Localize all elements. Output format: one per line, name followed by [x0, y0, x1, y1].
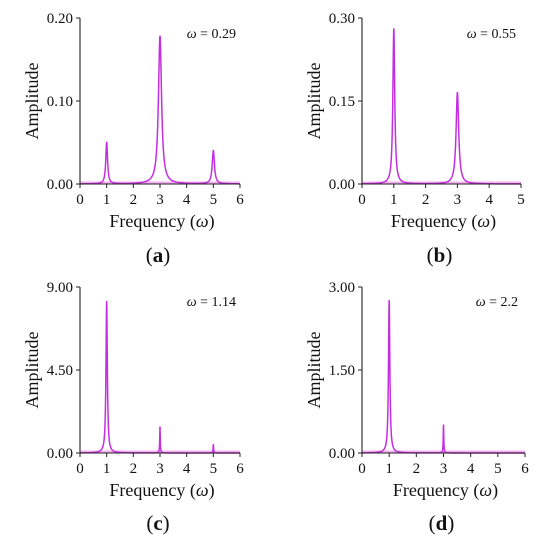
x-tick-label: 6: [521, 461, 529, 477]
x-tick-label: 1: [103, 461, 111, 477]
peak-point-1: [105, 141, 108, 144]
peak-point-1: [105, 300, 108, 303]
spectrum-line: [361, 28, 522, 185]
peak-point-2: [442, 424, 445, 427]
x-tick-label: 5: [210, 461, 218, 477]
x-tick-label: 2: [130, 461, 138, 477]
x-tick-label: 1: [390, 192, 398, 208]
x-tick-label: 2: [130, 192, 138, 208]
peak-point-2: [159, 426, 161, 428]
x-tick-label: 1: [385, 461, 393, 477]
y-tick-label: 3.00: [329, 280, 355, 296]
x-tick-label: 5: [210, 192, 218, 208]
x-tick-label: 0: [358, 461, 366, 477]
x-tick-label: 0: [76, 461, 84, 477]
x-tick-label: 2: [422, 192, 430, 208]
y-axis-label: Amplitude: [304, 331, 324, 408]
x-tick-label: 1: [103, 192, 111, 208]
panel-letter: (b): [427, 243, 453, 267]
spectrum-line: [361, 300, 526, 454]
omega-annotation: ω = 2.2: [476, 295, 518, 310]
x-tick-label: 3: [156, 192, 164, 208]
x-tick-label: 4: [467, 461, 475, 477]
x-axis-label: Frequency (ω): [109, 480, 214, 501]
y-tick-label: 9.00: [47, 280, 73, 296]
omega-annotation: ω = 1.14: [187, 295, 236, 310]
spectrum-line: [79, 301, 241, 454]
peak-point-2: [159, 35, 161, 38]
y-tick-label: 4.50: [47, 363, 73, 379]
peak-point-1: [393, 28, 395, 30]
omega-annotation: ω = 0.55: [467, 27, 516, 42]
x-axis-label: Frequency (ω): [391, 211, 496, 232]
x-axis-label: Frequency (ω): [109, 211, 214, 232]
peak-point-3: [212, 443, 215, 446]
x-tick-label: 0: [76, 192, 84, 208]
x-tick-label: 3: [440, 461, 448, 477]
peak-point-2: [456, 91, 459, 94]
x-tick-label: 6: [236, 461, 244, 477]
y-axis-label: Amplitude: [304, 62, 324, 139]
panel-d: 0 1 2 3 4 5 6 0.00 1.50 3.00 Amplitude Frequency (ω…: [304, 280, 529, 535]
y-tick-label: 0.20: [47, 11, 73, 27]
x-tick-label: 5: [517, 192, 525, 208]
y-tick-label: 0.00: [47, 177, 73, 193]
y-tick-label: 0.15: [329, 94, 355, 110]
x-tick-label: 2: [413, 461, 421, 477]
y-tick-label: 0.00: [329, 177, 355, 193]
y-axis-label: Amplitude: [22, 331, 42, 408]
x-tick-label: 4: [485, 192, 493, 208]
spectrum-line: [79, 35, 241, 185]
y-tick-label: 0.00: [329, 446, 355, 462]
y-tick-label: 1.50: [329, 363, 355, 379]
x-tick-label: 4: [183, 192, 191, 208]
x-tick-label: 6: [236, 192, 244, 208]
y-tick-label: 0.10: [47, 94, 73, 110]
y-axis-label: Amplitude: [22, 62, 42, 139]
omega-annotation: ω = 0.29: [187, 27, 236, 42]
panel-letter: (c): [146, 511, 169, 535]
x-tick-label: 3: [454, 192, 462, 208]
panel-letter: (d): [429, 511, 455, 535]
panel-b: 0 1 2 3 4 5 0.00 0.15 0.30 Amplitude Frequency (ω)…: [304, 11, 525, 267]
panel-letter: (a): [146, 243, 171, 267]
x-tick-label: 4: [183, 461, 191, 477]
x-tick-label: 0: [358, 192, 366, 208]
peak-point-3: [212, 150, 215, 152]
panel-c: 0 1 2 3 4 5 6 0.00 4.50 9.00 Amplitude Frequency (ω…: [22, 280, 244, 535]
panel-a: 0 1 2 3 4 5 6 0.00 0.10 0.20 Amplitude Frequency (ω…: [22, 11, 244, 267]
x-axis-label: Frequency (ω): [393, 480, 498, 501]
x-tick-label: 5: [494, 461, 502, 477]
x-tick-label: 3: [156, 461, 164, 477]
peak-point-1: [388, 300, 390, 302]
y-tick-label: 0.00: [47, 446, 73, 462]
y-tick-label: 0.30: [329, 11, 355, 27]
